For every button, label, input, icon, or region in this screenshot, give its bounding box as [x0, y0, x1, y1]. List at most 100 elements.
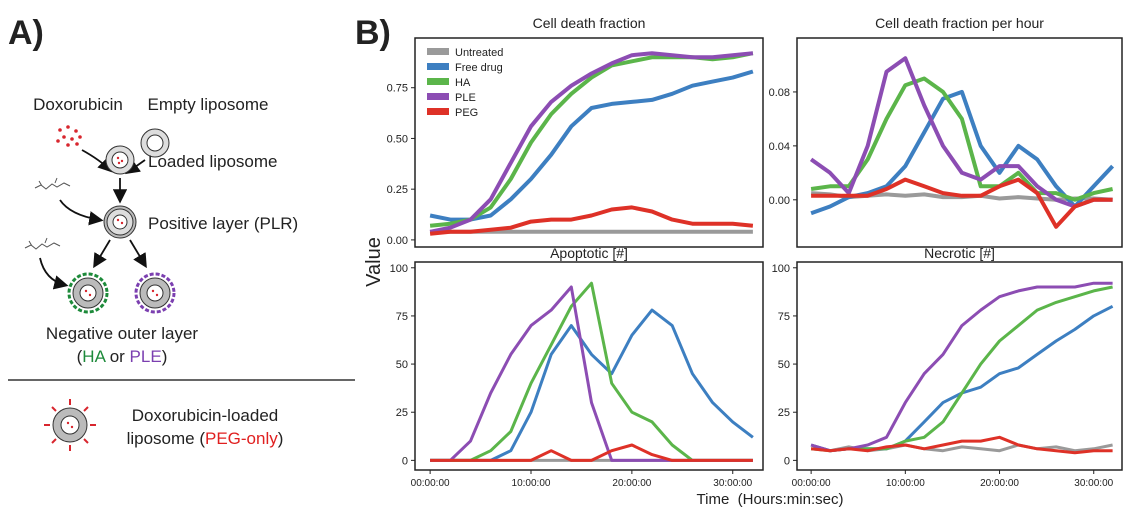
label: Negative outer layer [46, 324, 198, 343]
label: PLE [130, 347, 162, 366]
x-tick-label: 10:00:00 [512, 478, 551, 489]
legend-label: HA [455, 77, 471, 89]
plot-area [810, 281, 1114, 455]
y-tick-label: 25 [396, 407, 408, 419]
polymer [24, 237, 61, 250]
y-tick-label: 0.25 [387, 184, 408, 196]
legend-swatch [427, 108, 449, 115]
y-tick-label: 100 [390, 263, 408, 275]
legend-swatch [427, 78, 449, 85]
y-tick-label: 0.08 [769, 87, 790, 99]
y-tick-label: 50 [778, 359, 790, 371]
drug-dots [56, 125, 82, 147]
peg-liposome [44, 399, 96, 451]
y-tick-label: 0 [784, 455, 790, 467]
x-tick-label: 00:00:00 [411, 478, 450, 489]
legend-swatch [427, 63, 449, 70]
legend-swatch [427, 48, 449, 55]
series-line [429, 51, 754, 234]
chart-title: Cell death fraction per hour [875, 15, 1044, 31]
plot-area [430, 281, 754, 462]
chart: Necrotic [#] 0 25 50 75 100 00:00:00 10:00:00 20… [772, 245, 1123, 489]
axes-frame [796, 261, 1123, 471]
plot-area [429, 51, 754, 236]
series-line [429, 51, 754, 228]
label: HA [82, 347, 106, 366]
x-tick-label: 20:00:00 [980, 478, 1019, 489]
axes-frame [414, 261, 764, 471]
y-tick-label: 100 [772, 263, 790, 275]
axes-frame [796, 37, 1123, 248]
loaded-liposome [105, 145, 135, 175]
panel-label: A) [8, 14, 44, 52]
chart: Cell death fraction per hour 0.00 0.04 0.08 [769, 15, 1123, 248]
series-line [810, 281, 1113, 453]
plr-liposome [103, 205, 137, 239]
x-tick-label: 30:00:00 [713, 478, 752, 489]
y-tick-label: 0.00 [387, 235, 408, 247]
legend-label: Untreated [455, 47, 503, 59]
legend-label: Free drug [455, 62, 503, 74]
y-tick-label: 0.04 [769, 141, 790, 153]
y-tick-label: 75 [778, 311, 790, 323]
series-line [811, 177, 1113, 229]
series-line [810, 76, 1114, 202]
panel-label: B) [355, 14, 391, 52]
label: Doxorubicin-loaded [132, 406, 278, 425]
arrow [59, 199, 104, 226]
panel-a: A) Doxorubicin Empty liposome Loaded lip… [8, 14, 355, 451]
series-line [430, 308, 754, 462]
series-line [810, 285, 1113, 453]
label: liposome (PEG-only) [127, 429, 284, 448]
empty-liposome [140, 128, 170, 158]
series-line [430, 285, 753, 462]
series-line [810, 435, 1113, 455]
legend-label: PEG [455, 107, 478, 119]
polymer [34, 177, 71, 190]
x-tick-label: 10:00:00 [886, 478, 925, 489]
x-tick-label: 30:00:00 [1074, 478, 1113, 489]
label: ) [162, 347, 168, 366]
label: Empty liposome [148, 95, 269, 114]
legend-swatch [427, 93, 449, 100]
x-tick-label: 00:00:00 [792, 478, 831, 489]
chart-title: Cell death fraction [533, 15, 646, 31]
label: (HA or PLE) [77, 347, 168, 366]
ple-liposome [134, 272, 176, 314]
label: or [105, 347, 130, 366]
x-axis-label: Time (Hours:min:sec) [697, 491, 844, 508]
arrow [129, 239, 147, 269]
label: ( [77, 347, 83, 366]
series-line [809, 56, 1113, 209]
chart-title: Apoptotic [#] [550, 245, 628, 261]
label: PEG-only [205, 429, 278, 448]
label: Loaded liposome [148, 152, 277, 171]
label: liposome ( [127, 429, 206, 448]
y-axis-label: Value [363, 237, 385, 287]
arrow [93, 239, 111, 269]
y-tick-label: 50 [396, 359, 408, 371]
y-tick-label: 75 [396, 311, 408, 323]
series-line [430, 281, 753, 462]
chart-title: Necrotic [#] [924, 245, 995, 261]
label: ) [278, 429, 284, 448]
y-tick-label: 0 [402, 455, 408, 467]
label: Positive layer (PLR) [148, 214, 298, 233]
chart: Apoptotic [#] 0 25 50 75 100 00:00:00 10:00:00 2… [390, 245, 764, 489]
series-line [429, 205, 754, 236]
ha-liposome [67, 272, 109, 314]
arrow [125, 159, 146, 175]
label: Doxorubicin [33, 95, 123, 114]
series-line [430, 443, 753, 462]
legend-label: PLE [455, 92, 476, 104]
y-tick-label: 0.75 [387, 83, 408, 95]
y-tick-label: 0.00 [769, 195, 790, 207]
series-line [429, 69, 754, 222]
y-tick-label: 25 [778, 407, 790, 419]
axes-frame [414, 37, 764, 248]
arrow [39, 257, 69, 290]
y-tick-label: 0.50 [387, 133, 408, 145]
x-tick-label: 20:00:00 [612, 478, 651, 489]
